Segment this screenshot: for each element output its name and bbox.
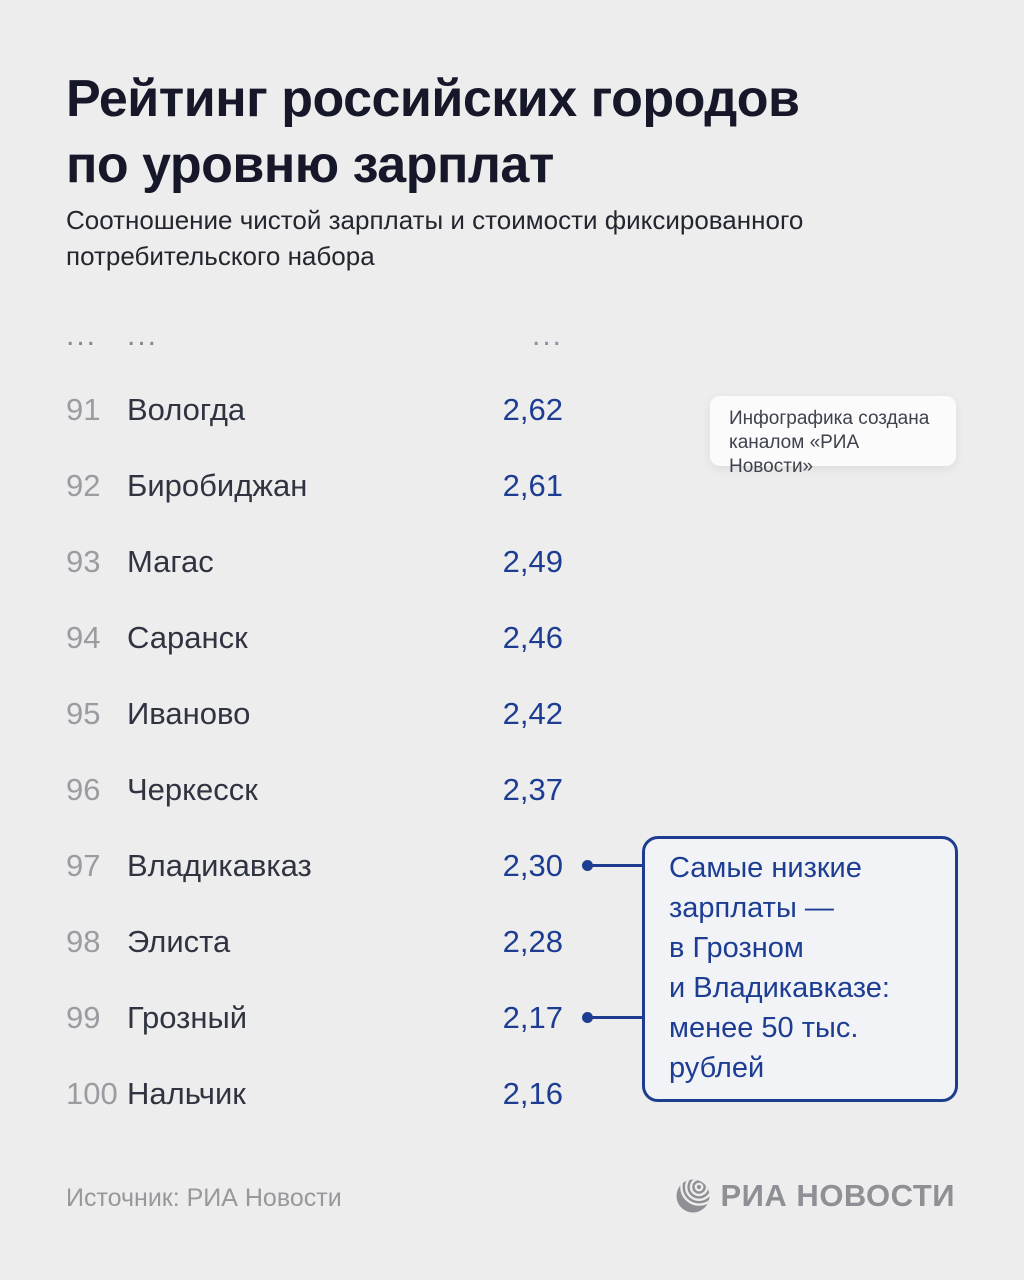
rank-ellipsis: ... bbox=[66, 319, 98, 352]
rank-cell: 100 bbox=[66, 1076, 118, 1111]
value-cell: 2,17 bbox=[502, 1000, 563, 1035]
value-cell: 2,46 bbox=[502, 620, 563, 655]
city-cell: Иваново bbox=[127, 696, 251, 731]
value-cell: 2,28 bbox=[502, 924, 563, 959]
value-cell: 2,42 bbox=[502, 696, 563, 731]
city-cell: Вологда bbox=[127, 392, 246, 427]
title-line-1: Рейтинг российских городов bbox=[66, 70, 800, 128]
table-row: 91 Вологда 2,62 bbox=[66, 372, 563, 448]
city-cell: Биробиджан bbox=[127, 468, 308, 503]
value-ellipsis: ... bbox=[531, 319, 563, 352]
value-cell: 2,49 bbox=[502, 544, 563, 579]
value-cell: 2,62 bbox=[502, 392, 563, 427]
connector-line bbox=[587, 864, 645, 867]
table-row: 99 Грозный 2,17 bbox=[66, 980, 563, 1056]
value-cell: 2,61 bbox=[502, 468, 563, 503]
city-ellipsis: ... bbox=[127, 319, 159, 352]
source-note: Источник: РИА Новости bbox=[66, 1184, 342, 1212]
lowest-salaries-callout: Самые низкие зарплаты — в Грозном и Влад… bbox=[642, 836, 958, 1102]
city-cell: Магас bbox=[127, 544, 214, 579]
page-title: Рейтинг российских городов по уровню зар… bbox=[66, 66, 800, 198]
rank-cell: 93 bbox=[66, 544, 101, 579]
ria-logo-text: РИА НОВОСТИ bbox=[720, 1178, 955, 1213]
rank-cell: 92 bbox=[66, 468, 101, 503]
page-subtitle: Соотношение чистой зарплаты и стоимости … bbox=[66, 202, 803, 274]
city-cell: Нальчик bbox=[127, 1076, 246, 1111]
city-cell: Элиста bbox=[127, 924, 231, 959]
rank-cell: 96 bbox=[66, 772, 101, 807]
ria-globe-icon bbox=[675, 1178, 711, 1214]
value-cell: 2,16 bbox=[502, 1076, 563, 1111]
ranking-table: ... ... ... 91 Вологда 2,62 92 Биробиджа… bbox=[66, 300, 563, 1132]
value-cell: 2,30 bbox=[502, 848, 563, 883]
title-line-2: по уровню зарплат bbox=[66, 136, 554, 194]
table-row: 92 Биробиджан 2,61 bbox=[66, 448, 563, 524]
city-cell: Саранск bbox=[127, 620, 248, 655]
subtitle-line-2: потребительского набора bbox=[66, 241, 375, 271]
table-row: 100 Нальчик 2,16 bbox=[66, 1056, 563, 1132]
connector-line bbox=[587, 1016, 645, 1019]
table-row: 98 Элиста 2,28 bbox=[66, 904, 563, 980]
city-cell: Черкесск bbox=[127, 772, 258, 807]
table-row: 94 Саранск 2,46 bbox=[66, 600, 563, 676]
table-row: 96 Черкесск 2,37 bbox=[66, 752, 563, 828]
rank-cell: 97 bbox=[66, 848, 101, 883]
table-row-ellipsis: ... ... ... bbox=[66, 300, 563, 372]
rank-cell: 95 bbox=[66, 696, 101, 731]
rank-cell: 91 bbox=[66, 392, 101, 427]
table-row: 97 Владикавказ 2,30 bbox=[66, 828, 563, 904]
ria-novosti-logo: РИА НОВОСТИ bbox=[675, 1178, 955, 1214]
city-cell: Грозный bbox=[127, 1000, 248, 1035]
table-row: 93 Магас 2,49 bbox=[66, 524, 563, 600]
credit-badge: Инфографика создана каналом «РИА Новости… bbox=[710, 396, 956, 477]
rank-cell: 99 bbox=[66, 1000, 101, 1035]
subtitle-line-1: Соотношение чистой зарплаты и стоимости … bbox=[66, 205, 804, 235]
value-cell: 2,37 bbox=[502, 772, 563, 807]
rank-cell: 98 bbox=[66, 924, 101, 959]
city-cell: Владикавказ bbox=[127, 848, 312, 883]
table-row: 95 Иваново 2,42 bbox=[66, 676, 563, 752]
rank-cell: 94 bbox=[66, 620, 101, 655]
